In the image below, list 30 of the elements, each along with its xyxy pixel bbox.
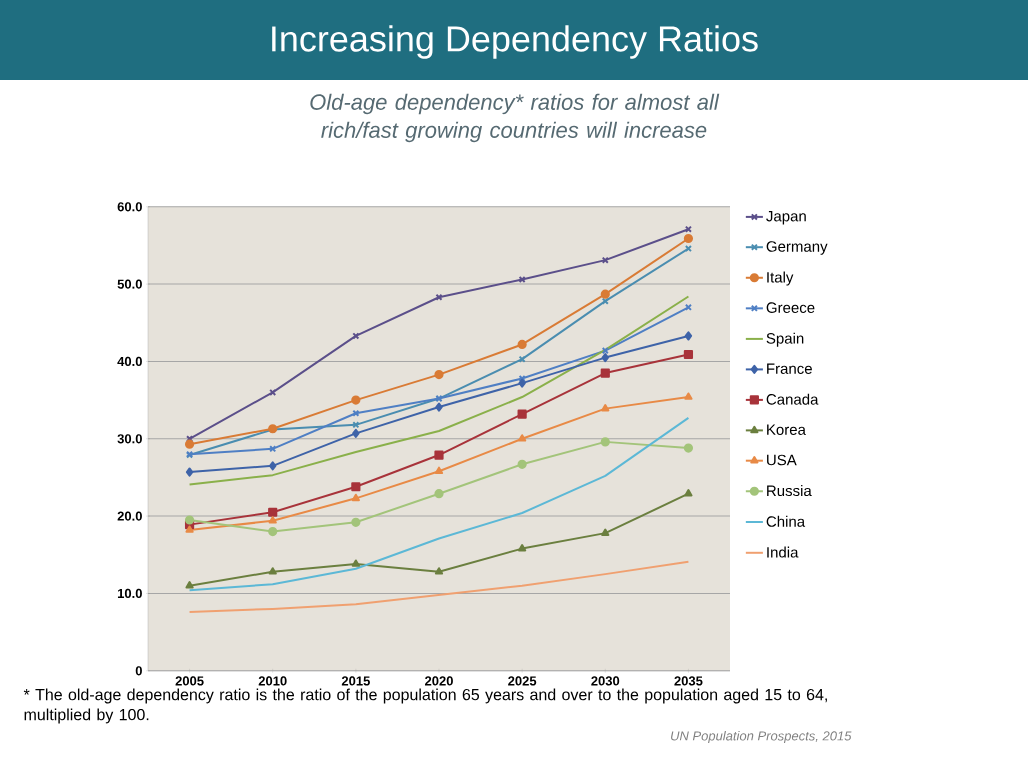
legend-label: India	[767, 546, 799, 558]
text: * The old-age dependency ratio is the ratio of the population 65 years and over to the population aged 15 to 64, multiplied by 100.	[23, 688, 827, 724]
x-tick-label: 2025	[508, 676, 537, 686]
chart-title: Increasing Dependency Ratios	[272, 25, 758, 59]
legend-label: Greece	[766, 302, 815, 313]
y-tick-label: 0	[135, 666, 142, 676]
x-tick-label: 2020	[424, 676, 453, 686]
y-tick-label: 20.0	[117, 511, 142, 521]
legend-label: Korea	[767, 424, 806, 435]
y-tick-label: 10.0	[117, 588, 142, 599]
y-tick-label: 50.0	[117, 279, 142, 289]
legend-label: Germany	[766, 241, 828, 255]
x-tick-label: 2015	[341, 676, 370, 686]
y-tick-label: 30.0	[117, 434, 142, 444]
legend-label: Russia	[767, 485, 812, 497]
x-tick-label: 2010	[258, 676, 287, 686]
x-tick-label: 2030	[591, 676, 620, 686]
legend-label: Spain	[766, 332, 804, 347]
legend-label: Canada	[766, 393, 819, 405]
text: UN Population Prospects, 2015	[671, 730, 852, 744]
x-tick-label: 2005	[175, 676, 204, 686]
legend-label: Japan	[766, 210, 806, 225]
legend-label: Italy	[767, 271, 794, 286]
x-tick-label: 2035	[674, 676, 703, 686]
legend-label: USA	[767, 454, 797, 466]
y-tick-label: 40.0	[117, 356, 142, 367]
y-tick-label: 60.0	[117, 202, 142, 212]
legend-label: China	[766, 515, 806, 527]
chart-subtitle: Old-age dependency* ratios for almost all rich/fast growing countries will increase	[310, 93, 720, 143]
legend-label: France	[767, 363, 812, 374]
